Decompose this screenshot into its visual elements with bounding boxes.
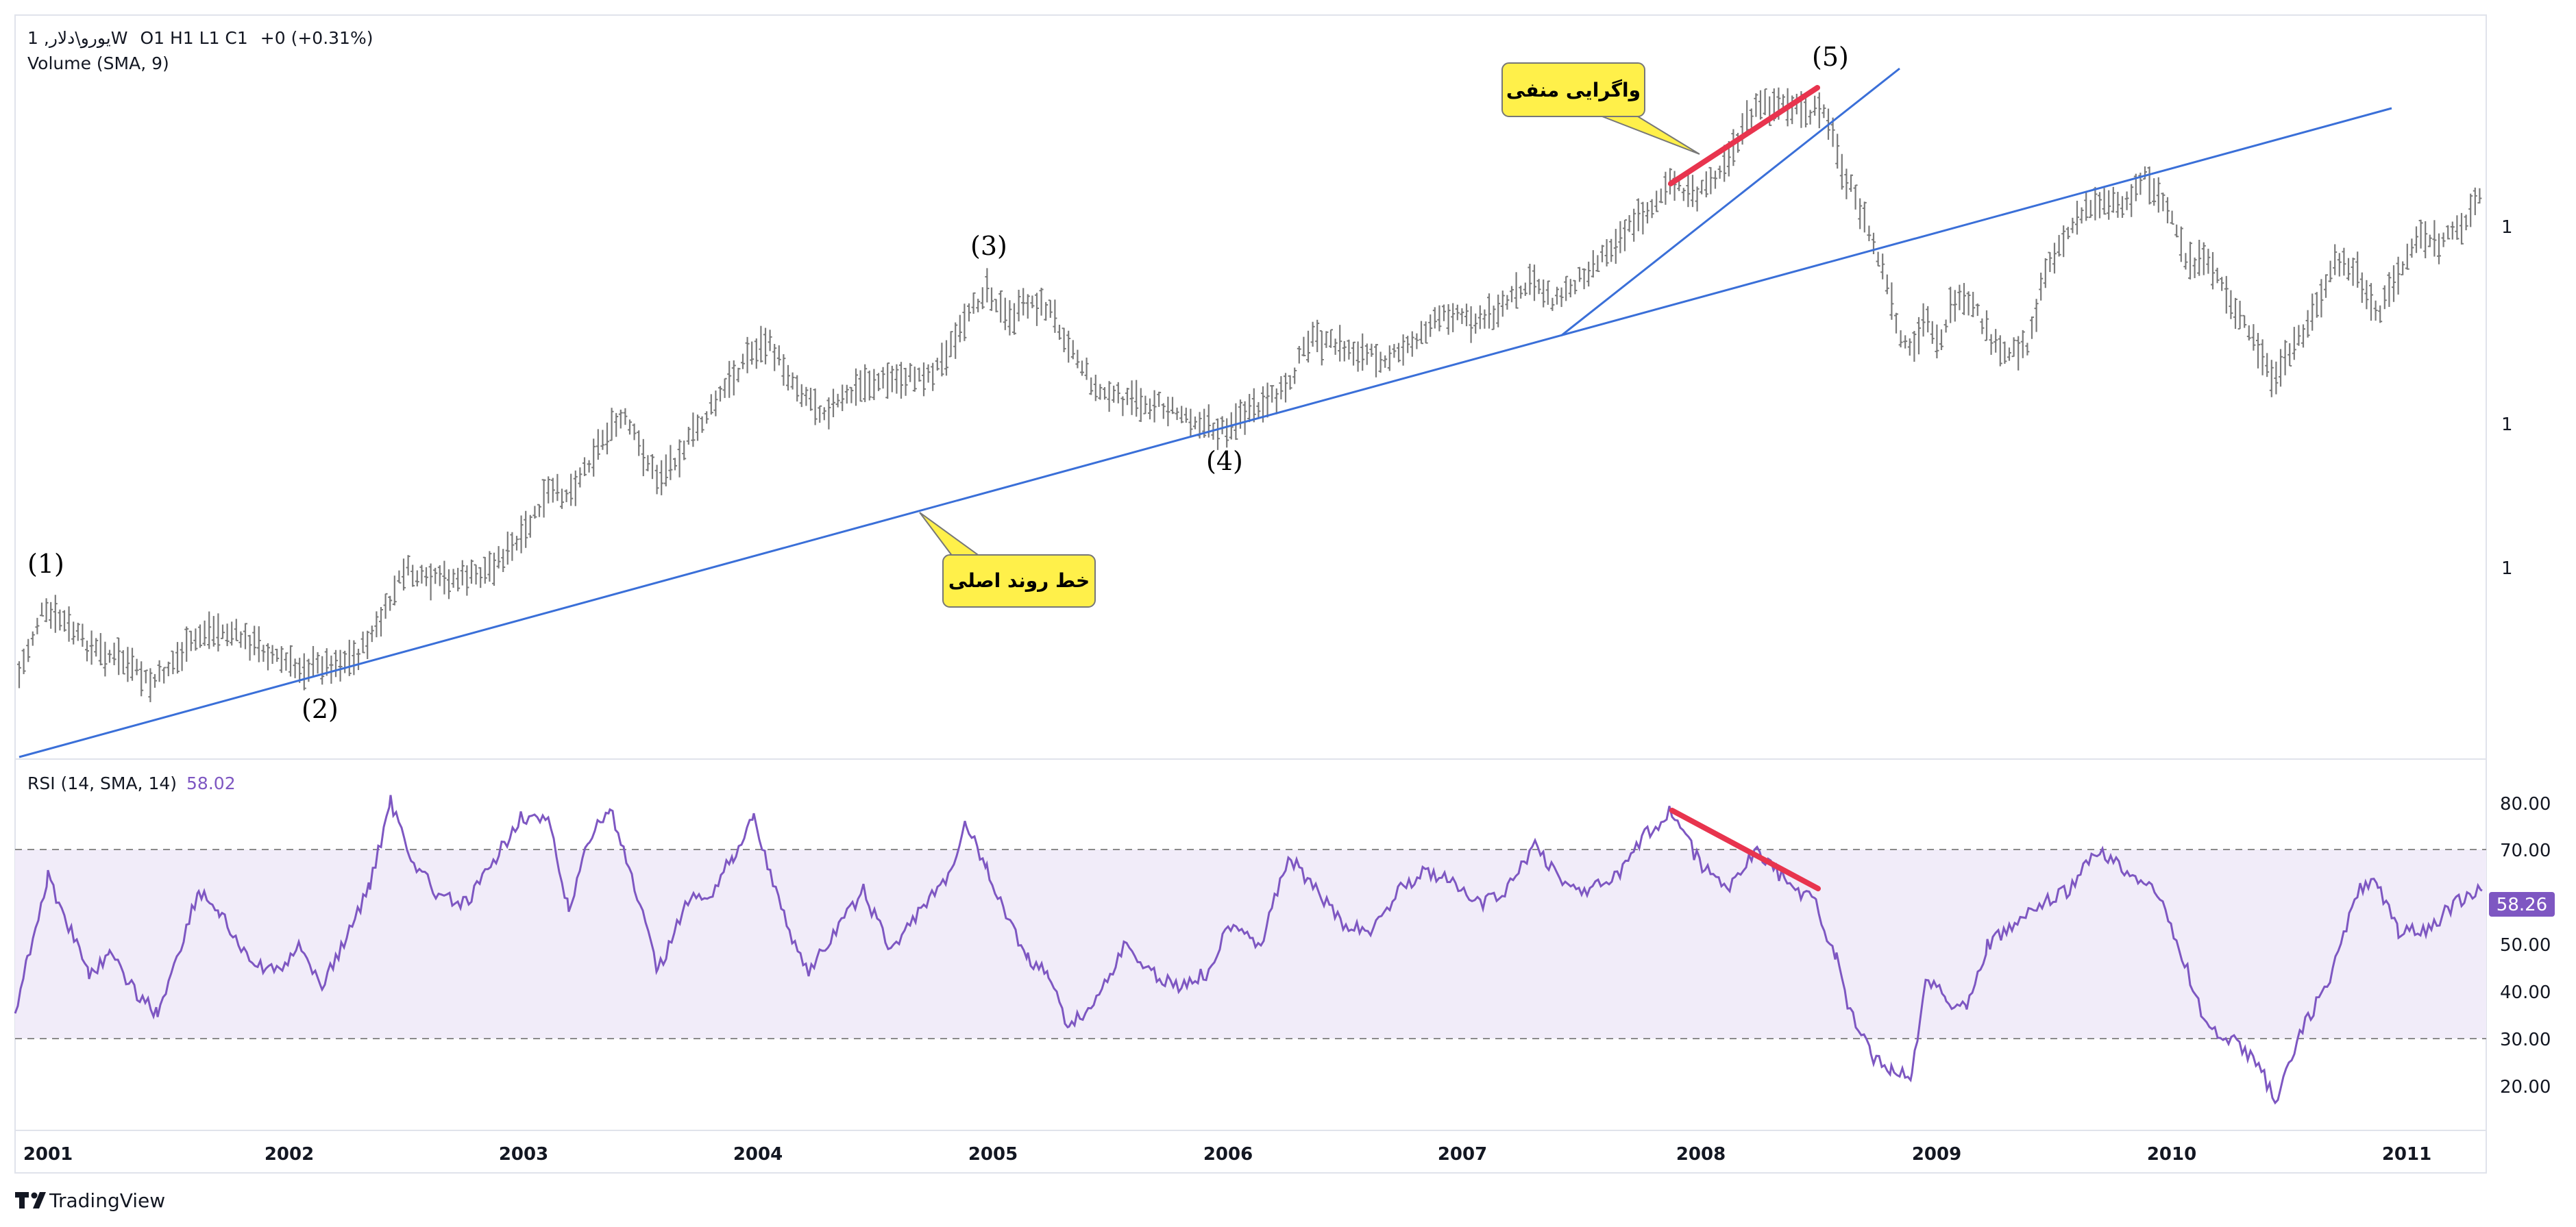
rsi-legend: RSI (14, SMA, 14) 58.02 — [27, 773, 236, 793]
divergence-line-price — [1668, 85, 1820, 186]
trendline-callout-label: خط روند اصلی — [948, 569, 1090, 592]
year-label: 2005 — [968, 1144, 1018, 1165]
rsi-axis-label: 20.00 — [2500, 1077, 2551, 1098]
price-axis[interactable]: 1 1 1 — [2501, 217, 2513, 579]
rsi-axis-label: 70.00 — [2500, 841, 2551, 861]
year-label: 2007 — [1438, 1144, 1487, 1165]
rsi-axis-label: 40.00 — [2500, 982, 2551, 1003]
tradingview-logo-icon — [15, 1192, 46, 1209]
wave-label-2: (2) — [302, 694, 339, 724]
rsi-axis-label: 30.00 — [2500, 1030, 2551, 1050]
wave-label-4: (4) — [1206, 446, 1243, 476]
volume-legend: Volume (SMA, 9) — [27, 53, 169, 73]
year-label: 2001 — [23, 1144, 73, 1165]
wave-label-5: (5) — [1812, 42, 1849, 72]
callout-divergence[interactable]: واگرایی منفی — [1501, 62, 1700, 155]
rsi-current-value: 58.26 — [2497, 895, 2547, 915]
wave-labels: (1) (2) (3) (4) (5) — [27, 42, 1849, 724]
year-label: 2008 — [1676, 1144, 1726, 1165]
divergence-line-rsi — [1669, 808, 1821, 891]
year-label: 2002 — [265, 1144, 314, 1165]
price-bars[interactable] — [17, 87, 2482, 702]
year-label: 2009 — [1912, 1144, 1961, 1165]
price-label: 1 — [2501, 217, 2513, 238]
divergence-callout-label: واگرایی منفی — [1506, 79, 1641, 101]
year-label: 2006 — [1203, 1144, 1253, 1165]
main-trendline — [19, 107, 2392, 758]
year-label: 2003 — [499, 1144, 548, 1165]
year-label: 2004 — [733, 1144, 783, 1165]
price-label: 1 — [2501, 414, 2513, 435]
time-axis[interactable]: 2001 2002 2003 2004 2005 2006 2007 2008 … — [23, 1144, 2431, 1165]
rsi-line — [14, 795, 2483, 1105]
rsi-current-badge — [2489, 892, 2555, 917]
wave-label-3: (3) — [970, 231, 1007, 261]
rsi-axis[interactable]: 80.00 70.00 50.00 40.00 30.00 20.00 58.2… — [2489, 794, 2555, 1098]
wave-label-1: (1) — [27, 549, 64, 579]
year-label: 2011 — [2382, 1144, 2431, 1165]
callout-trendline[interactable]: خط روند اصلی — [919, 512, 1096, 608]
tradingview-logo[interactable]: TradingView — [15, 1189, 165, 1212]
steep-trendline — [1560, 67, 1900, 337]
price-label: 1 — [2501, 558, 2513, 579]
rsi-band — [15, 850, 2486, 1039]
rsi-axis-label: 80.00 — [2500, 794, 2551, 815]
symbol-legend: 1 ,یورو\دلارW O1 H1 L1 C1 +0 (+0.31%) — [27, 28, 373, 49]
year-label: 2010 — [2147, 1144, 2196, 1165]
rsi-pane[interactable]: RSI (14, SMA, 14) 58.02 — [14, 773, 2486, 1105]
trendlines[interactable] — [19, 67, 2392, 758]
brand-name: TradingView — [49, 1189, 165, 1212]
legend: 1 ,یورو\دلارW O1 H1 L1 C1 +0 (+0.31%) Volu… — [27, 28, 373, 73]
rsi-axis-label: 50.00 — [2500, 935, 2551, 956]
